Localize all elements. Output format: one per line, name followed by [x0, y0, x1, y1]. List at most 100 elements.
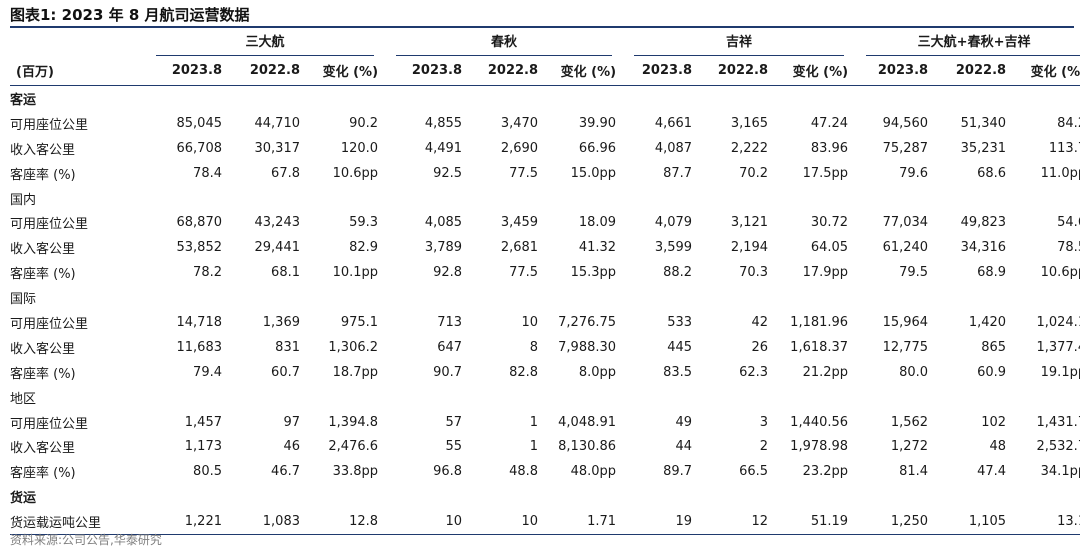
table-cell: 33.8pp: [332, 464, 379, 480]
table-cell: 15.0pp: [570, 165, 617, 181]
group-header-big-three: 三大航: [146, 28, 386, 56]
table-cell: 445: [667, 339, 693, 355]
table-cell: 54.6: [1057, 215, 1080, 231]
table-cell: 78.4: [193, 165, 222, 181]
table-cell: 21.2pp: [802, 364, 849, 380]
table-cell: 79.4: [193, 364, 222, 380]
table-cell: 46: [283, 439, 300, 455]
table-cell: 66,708: [176, 140, 223, 156]
section-title: 国际: [10, 292, 37, 308]
table-cell: 10.1pp: [332, 265, 379, 281]
section-row: 地区: [10, 385, 1080, 410]
col-header: 2023.8: [386, 56, 471, 86]
table-cell: 3,599: [654, 240, 693, 256]
table-cell: 88.2: [663, 265, 693, 281]
table-cell: 1,083: [230, 509, 308, 536]
col-header: 2022.8: [470, 56, 547, 86]
table-cell: 102: [981, 414, 1007, 430]
table-cell: 1,440.56: [790, 414, 849, 430]
row-label: 收入客公里: [10, 441, 76, 457]
table-cell: 68,870: [176, 215, 223, 231]
table-cell: 78.5: [1057, 240, 1080, 256]
table-cell: 75,287: [882, 140, 929, 156]
table-cell: 120.0: [340, 140, 379, 156]
row-label: 客座率 (%): [10, 267, 76, 283]
table-cell: 12.8: [308, 509, 387, 536]
table-cell: 35,231: [960, 140, 1007, 156]
table-cell: 70.3: [739, 265, 769, 281]
table-cell: 4,855: [424, 115, 463, 131]
table-cell: 79.6: [899, 165, 929, 181]
section-row: 客运: [10, 86, 1080, 111]
table-cell: 48.8: [509, 464, 539, 480]
table-cell: 68.6: [977, 165, 1007, 181]
table-cell: 67.8: [271, 165, 300, 181]
table-row: 收入客公里 11,683 831 1,306.2 647 8 7,988.30 445 26 1,…: [10, 335, 1080, 360]
col-header: 变化 (%): [308, 56, 387, 86]
source-note: 资料来源:公司公告,华泰研究: [10, 533, 162, 547]
table-cell: 1.71: [546, 509, 625, 536]
table-cell: 865: [981, 339, 1007, 355]
table-cell: 1,250: [856, 509, 937, 536]
group-header-spring: 春秋: [386, 28, 624, 56]
table-cell: 81.4: [899, 464, 929, 480]
title-rule: [10, 26, 1074, 28]
table-cell: 85,045: [176, 115, 223, 131]
table-cell: 13.1: [1014, 509, 1080, 536]
airline-data-table: 三大航 春秋 吉祥 三大航+春秋+吉祥 (百万) 2023.8 2022.8 变…: [10, 28, 1080, 536]
table-cell: 34.1pp: [1040, 464, 1080, 480]
row-label: 收入客公里: [10, 242, 76, 258]
table-cell: 17.5pp: [802, 165, 849, 181]
table-cell: 30,317: [254, 140, 301, 156]
table-cell: 17.9pp: [802, 265, 849, 281]
table-cell: 97: [283, 414, 300, 430]
table-cell: 19.1pp: [1040, 364, 1080, 380]
table-cell: 61,240: [882, 240, 929, 256]
table-cell: 14,718: [176, 314, 223, 330]
table-cell: 92.5: [433, 165, 463, 181]
table-cell: 60.7: [271, 364, 300, 380]
table-cell: 1,377.4: [1036, 339, 1080, 355]
col-header: 2022.8: [936, 56, 1015, 86]
table-cell: 90.2: [349, 115, 379, 131]
group-header-juneyao: 吉祥: [624, 28, 856, 56]
table-cell: 94,560: [882, 115, 929, 131]
table-cell: 59.3: [349, 215, 379, 231]
table-cell: 1,272: [890, 439, 929, 455]
table-cell: 1,221: [146, 509, 230, 536]
unit-label: (百万): [10, 56, 146, 86]
table-cell: 64.05: [810, 240, 849, 256]
table-row: 客座率 (%) 80.5 46.7 33.8pp 96.8 48.8 48.0pp 89.7 6…: [10, 459, 1080, 484]
section-row: 国内: [10, 186, 1080, 211]
table-cell: 83.5: [663, 364, 693, 380]
table-cell: 60.9: [977, 364, 1007, 380]
table-cell: 12: [700, 509, 777, 536]
table-cell: 1,978.98: [790, 439, 849, 455]
table-cell: 4,048.91: [558, 414, 617, 430]
table-cell: 44,710: [254, 115, 301, 131]
table-cell: 1,181.96: [790, 314, 849, 330]
row-label: 客座率 (%): [10, 466, 76, 482]
table-cell: 4,491: [424, 140, 463, 156]
table-cell: 47.24: [810, 115, 849, 131]
table-cell: 831: [275, 339, 300, 355]
table-body: 三大航 春秋 吉祥 三大航+春秋+吉祥 (百万) 2023.8 2022.8 变…: [10, 28, 1080, 536]
col-header: 2023.8: [146, 56, 230, 86]
table-cell: 62.3: [739, 364, 769, 380]
row-label: 可用座位公里: [10, 316, 89, 332]
table-cell: 1,306.2: [328, 339, 379, 355]
table-cell: 70.2: [739, 165, 769, 181]
section-title: 国内: [10, 192, 37, 208]
table-cell: 1,369: [262, 314, 300, 330]
table-cell: 57: [445, 414, 463, 430]
table-cell: 8,130.86: [558, 439, 617, 455]
table-cell: 96.8: [433, 464, 463, 480]
table-cell: 113.7: [1048, 140, 1080, 156]
table-cell: 7,276.75: [558, 314, 617, 330]
row-label: 可用座位公里: [10, 416, 89, 432]
table-cell: 15,964: [882, 314, 929, 330]
table-cell: 2,194: [730, 240, 769, 256]
table-row: 可用座位公里 14,718 1,369 975.1 713 10 7,276.75 533 42…: [10, 310, 1080, 335]
table-cell: 8: [529, 339, 539, 355]
table-cell: 82.8: [509, 364, 539, 380]
